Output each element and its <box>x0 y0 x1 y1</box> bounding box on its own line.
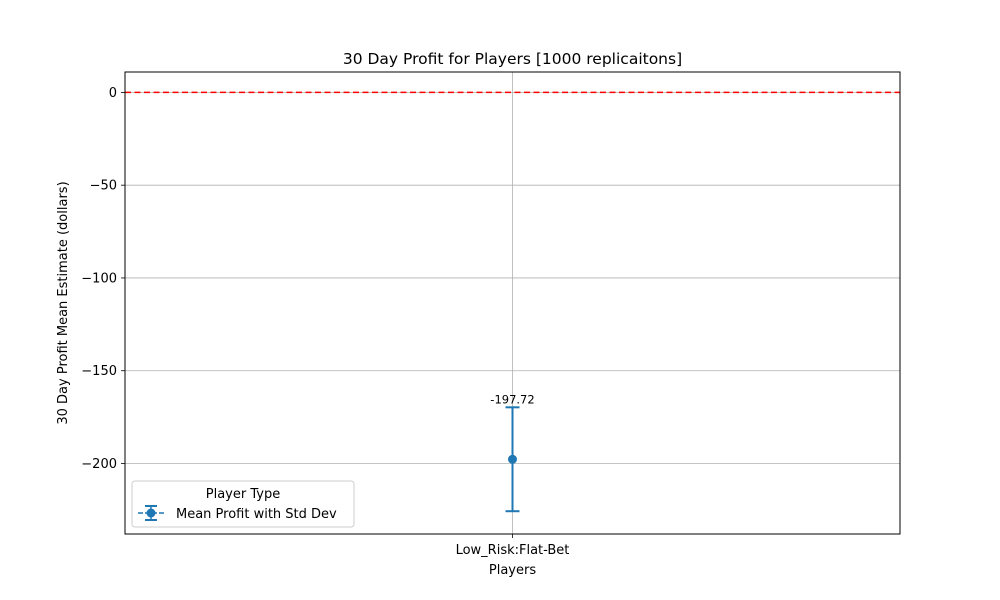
y-tick-label: −150 <box>81 364 117 379</box>
legend-box <box>131 480 355 528</box>
mean-point <box>508 454 517 464</box>
legend-marker-errorbar-icon <box>138 505 164 521</box>
y-tick-label: 0 <box>109 86 117 101</box>
x-axis: Low_Risk:Flat-Bet <box>456 534 570 558</box>
y-tick-label: −200 <box>81 457 117 472</box>
legend-entry-label: Mean Profit with Std Dev <box>176 507 337 522</box>
y-axis-label: 30 Day Profit Mean Estimate (dollars) <box>56 181 71 424</box>
y-tick-label: −100 <box>81 271 117 286</box>
chart-title: 30 Day Profit for Players [1000 replicai… <box>343 50 682 68</box>
legend-title: Player Type <box>206 487 280 502</box>
value-label: -197.72 <box>490 392 534 406</box>
x-axis-label: Players <box>489 563 536 578</box>
y-axis: 0 −50 −100 −150 −200 <box>81 86 125 472</box>
series-group: -197.72 <box>490 392 535 513</box>
y-tick-label: −50 <box>90 179 117 194</box>
x-tick-label: Low_Risk:Flat-Bet <box>456 543 570 558</box>
legend: Player Type Mean Profit with Std Dev <box>131 480 355 528</box>
